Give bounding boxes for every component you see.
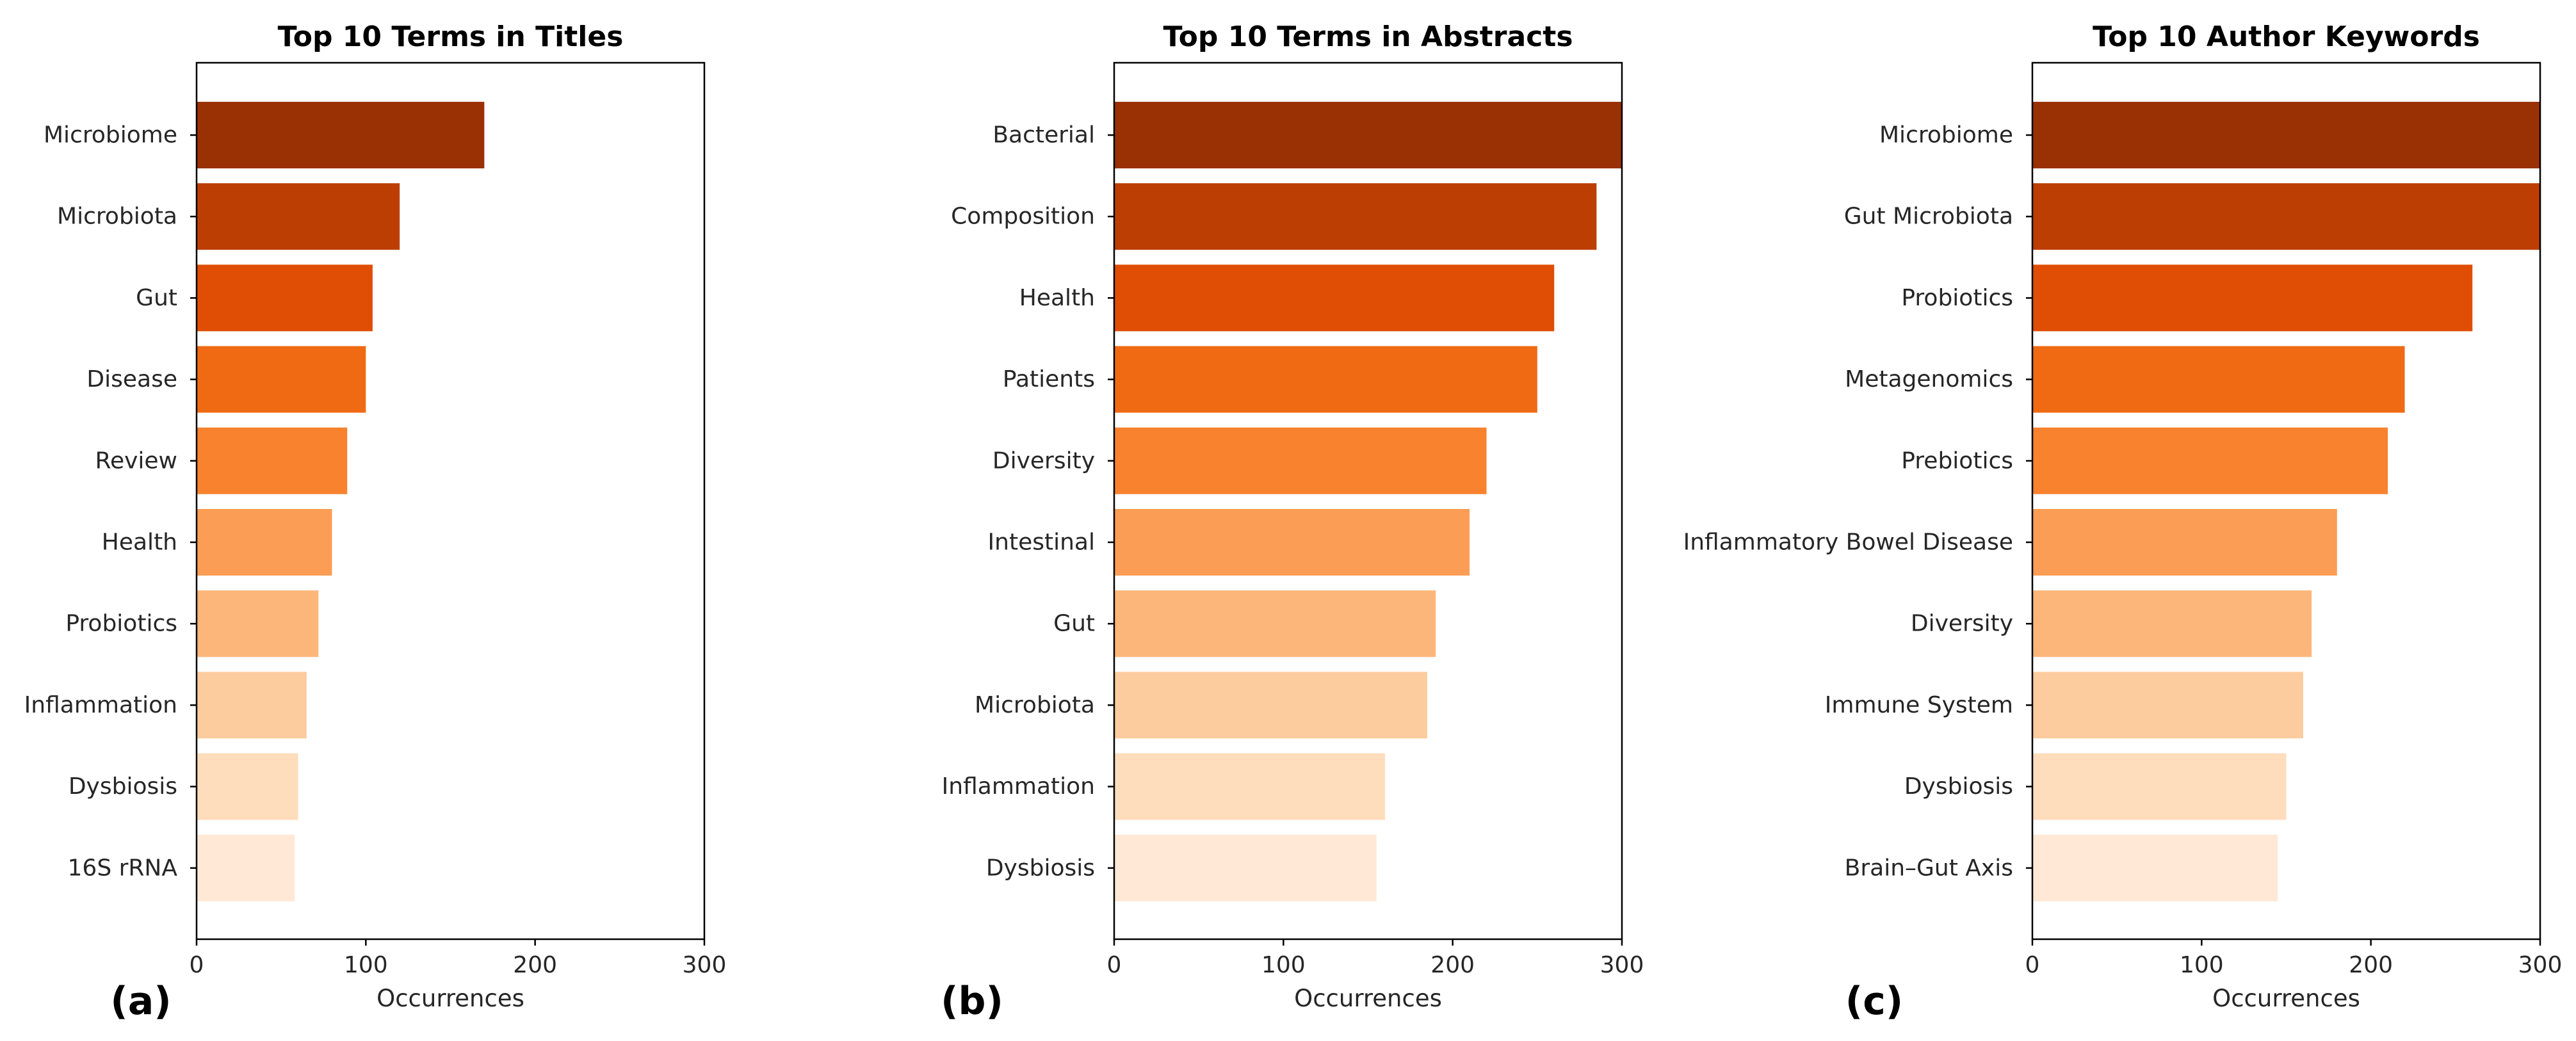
x-tick-label: 0 (1107, 952, 1122, 978)
plot-frame (1113, 61, 1623, 940)
y-tick-label: Dysbiosis (69, 773, 177, 800)
bar-5 (2032, 427, 2388, 494)
x-tick-label: 200 (2349, 952, 2393, 978)
y-tick-label: 16S rRNA (68, 855, 178, 881)
x-tick-label: 300 (683, 952, 727, 978)
x-tick-label: 300 (1600, 952, 1644, 978)
bar-9 (1114, 753, 1385, 820)
chart-panel-b: Top 10 Terms in Abstracts Bacterial Compos… (941, 20, 1644, 1024)
y-tick-label: Inflammatory Bowel Disease (1683, 529, 2013, 556)
bar-9 (2032, 753, 2287, 820)
bar-4 (197, 346, 366, 413)
y-tick-label: Gut (136, 285, 177, 311)
y-tick-label: Microbiota (57, 204, 177, 230)
bar-10 (2032, 834, 2278, 901)
bar-8 (197, 672, 307, 739)
y-tick-label: Composition (951, 204, 1095, 230)
bar-10 (197, 834, 295, 901)
y-tick-label: Disease (86, 366, 177, 392)
bar-2 (1114, 183, 1597, 250)
chart-panel-c: Top 10 Author Keywords Microbiome Gut Micr… (1683, 20, 2563, 1024)
x-tick-label: 0 (2025, 952, 2040, 978)
bar-2 (197, 183, 400, 250)
y-tick-label: Microbiota (975, 692, 1095, 718)
panel-label: (a) (110, 979, 171, 1024)
y-tick-label: Inflammation (942, 773, 1095, 800)
bar-2 (2032, 183, 2540, 250)
plot-frame (2031, 61, 2541, 940)
bar-6 (197, 509, 332, 576)
bar-10 (1114, 834, 1377, 901)
y-tick-label: Dysbiosis (986, 855, 1095, 881)
x-tick-label: 0 (190, 952, 204, 978)
bar-7 (197, 590, 319, 658)
bar-6 (2032, 509, 2337, 576)
x-tick-label: 200 (1430, 952, 1475, 978)
bar-5 (1114, 427, 1487, 494)
y-tick-label: Health (1019, 285, 1095, 311)
bar-7 (1114, 590, 1436, 658)
chart-title: Top 10 Author Keywords (2093, 20, 2480, 53)
bar-3 (1114, 264, 1555, 332)
y-tick-label: Immune System (1825, 692, 2013, 718)
y-tick-label: Prebiotics (1901, 448, 2013, 474)
chart-title: Top 10 Terms in Titles (278, 20, 624, 53)
x-axis-label: Occurrences (1294, 985, 1442, 1012)
panel-label: (b) (941, 979, 1003, 1024)
bar-5 (197, 427, 348, 494)
bar-4 (1114, 346, 1537, 413)
y-tick-label: Gut Microbiota (1844, 204, 2013, 230)
y-tick-label: Metagenomics (1845, 366, 2013, 392)
y-tick-label: Review (95, 448, 177, 474)
chart-panel-a: Top 10 Terms in Titles Microbiome Microbio… (24, 20, 727, 1024)
y-tick-label: Brain–Gut Axis (1845, 855, 2013, 881)
y-tick-label: Gut (1053, 611, 1095, 637)
x-axis-label: Occurrences (2212, 985, 2360, 1012)
y-tick-label: Patients (1003, 366, 1095, 392)
y-tick-label: Probiotics (65, 611, 177, 637)
x-tick-label: 200 (513, 952, 557, 978)
y-tick-label: Microbiome (1879, 122, 2013, 149)
panel-label: (c) (1845, 979, 1903, 1024)
bar-4 (2032, 346, 2405, 413)
bar-1 (197, 102, 485, 168)
chart-title: Top 10 Terms in Abstracts (1163, 20, 1573, 53)
y-tick-label: Health (102, 529, 177, 556)
y-tick-label: Diversity (992, 448, 1095, 474)
y-tick-label: Probiotics (1901, 285, 2013, 311)
x-tick-label: 100 (344, 952, 388, 978)
y-tick-label: Inflammation (24, 692, 177, 718)
plot-frame (195, 61, 706, 940)
y-tick-label: Intestinal (988, 529, 1095, 556)
x-tick-label: 300 (2518, 952, 2563, 978)
y-tick-label: Microbiome (44, 122, 177, 149)
bar-7 (2032, 590, 2312, 658)
bar-8 (2032, 672, 2303, 739)
x-tick-label: 100 (2180, 952, 2224, 978)
bar-1 (2032, 102, 2540, 168)
bar-1 (1114, 102, 1622, 168)
bar-3 (2032, 264, 2473, 332)
bar-3 (197, 264, 373, 332)
y-tick-label: Diversity (1911, 611, 2013, 637)
y-tick-label: Dysbiosis (1904, 773, 2013, 800)
x-tick-label: 100 (1261, 952, 1306, 978)
x-axis-label: Occurrences (377, 985, 524, 1012)
bar-9 (197, 753, 298, 820)
bar-6 (1114, 509, 1470, 576)
bar-8 (1114, 672, 1428, 739)
y-tick-label: Bacterial (992, 122, 1095, 149)
